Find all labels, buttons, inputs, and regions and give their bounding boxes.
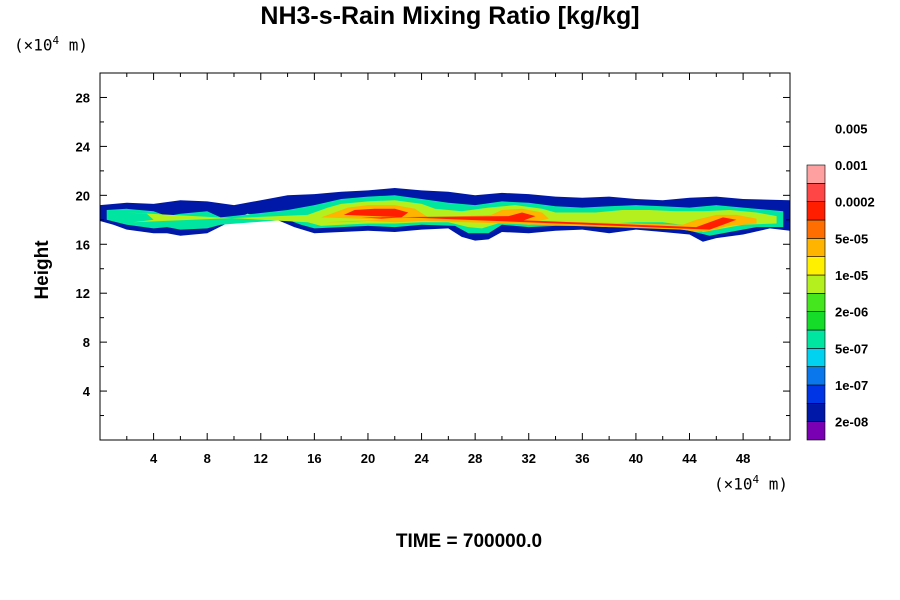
colorbar-label: 0.005 — [835, 121, 868, 136]
y-tick-label: 16 — [76, 237, 90, 252]
colorbar-label: 1e-07 — [835, 378, 868, 393]
x-axis-unit: (×104 m) — [714, 473, 788, 493]
y-unit-suffix: m) — [59, 35, 89, 55]
x-unit-prefix: (×10 — [714, 474, 753, 494]
colorbar-label: 0.0002 — [835, 195, 875, 210]
colorbar-swatch — [806, 311, 826, 331]
colorbar-swatch — [806, 384, 826, 404]
colorbar-label: 2e-08 — [835, 415, 868, 430]
colorbar-label: 5e-07 — [835, 341, 868, 356]
colorbar-swatch — [806, 164, 826, 184]
x-tick-label: 12 — [254, 451, 268, 466]
x-tick-label: 24 — [414, 451, 429, 466]
x-unit-suffix: m) — [759, 474, 789, 494]
colorbar-swatch — [806, 329, 826, 349]
chart-title: NH3-s-Rain Mixing Ratio [kg/kg] — [260, 2, 640, 30]
y-tick-label: 28 — [76, 90, 90, 105]
colorbar-swatch — [806, 238, 826, 257]
x-tick-label: 8 — [204, 451, 211, 466]
x-tick-label: 32 — [522, 451, 536, 466]
colorbar-swatch — [806, 183, 826, 202]
y-unit-exponent: 4 — [52, 34, 60, 47]
colorbar-label: 5e-05 — [835, 231, 868, 246]
x-tick-label: 36 — [575, 451, 589, 466]
colorbar: 2e-08 1e-07 5e-07 2e-06 1e-05 5e-05 0.0002 0.00… — [806, 121, 875, 441]
colorbar-swatch — [806, 293, 826, 312]
y-tick-label: 8 — [83, 335, 90, 350]
colorbar-swatch — [806, 256, 826, 276]
x-tick-label: 4 — [150, 451, 158, 466]
cloud-layers — [100, 188, 790, 242]
y-tick-label: 24 — [76, 139, 91, 154]
colorbar-swatch — [806, 274, 826, 294]
colorbar-label: 1e-05 — [835, 268, 868, 283]
x-tick-label: 16 — [307, 451, 321, 466]
colorbar-swatch — [806, 366, 826, 386]
colorbar-swatch — [806, 421, 826, 441]
y-tick-label: 20 — [76, 188, 90, 203]
x-tick-label: 44 — [682, 451, 697, 466]
x-tick-label: 40 — [629, 451, 643, 466]
y-axis-unit: (×104 m) — [14, 34, 88, 54]
colorbar-label: 0.001 — [835, 158, 868, 173]
colorbar-swatch — [806, 219, 826, 239]
x-tick-label: 28 — [468, 451, 482, 466]
colorbar-label: 2e-06 — [835, 305, 868, 320]
plot-frame — [99, 72, 791, 441]
cloud-layer-red — [343, 208, 737, 230]
x-unit-exponent: 4 — [752, 473, 760, 486]
x-tick-label: 20 — [361, 451, 375, 466]
colorbar-swatch — [806, 348, 826, 367]
colorbar-swatch — [806, 403, 826, 422]
colorbar-swatch — [806, 201, 826, 221]
time-label: TIME = 700000.0 — [395, 531, 543, 552]
y-tick-label: 4 — [83, 384, 91, 399]
x-tick-label: 48 — [736, 451, 750, 466]
y-unit-prefix: (×10 — [14, 35, 53, 55]
cloud-layer-yellow-green — [126, 200, 777, 232]
y-tick-label: 12 — [76, 286, 90, 301]
